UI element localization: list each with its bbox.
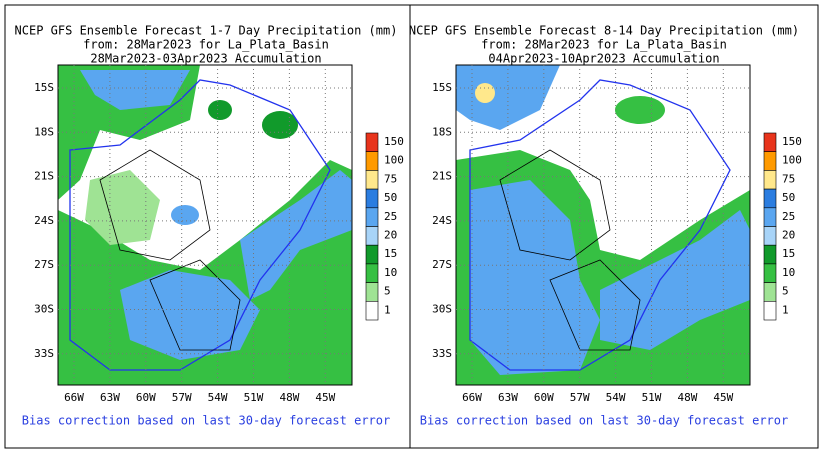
colorbar-swatch (365, 188, 379, 209)
colorbar-swatch (365, 300, 379, 321)
map-1 (58, 65, 352, 385)
colorbar-swatch (763, 151, 777, 171)
lat-label: 33S (432, 347, 452, 360)
lon-label: 66W (64, 391, 84, 404)
colorbar-swatch (365, 226, 379, 246)
colorbar-label: 25 (782, 210, 795, 223)
colorbar-swatch (763, 300, 777, 321)
lon-label: 48W (677, 391, 697, 404)
colorbar-swatch (763, 132, 777, 153)
lat-label: 21S (34, 170, 54, 183)
lon-label: 60W (534, 391, 554, 404)
panel-title: NCEP GFS Ensemble Forecast 8-14 Day Prec… (409, 24, 799, 38)
lat-label: 15S (34, 81, 54, 94)
colorbar-label: 100 (782, 154, 802, 167)
lat-label: 18S (34, 125, 54, 138)
lon-label: 66W (462, 391, 482, 404)
lat-label: 15S (432, 81, 452, 94)
lon-label: 48W (279, 391, 299, 404)
colorbar-label: 20 (782, 229, 795, 242)
colorbar-label: 50 (384, 191, 397, 204)
lon-label: 54W (606, 391, 626, 404)
colorbar-label: 100 (384, 154, 404, 167)
colorbar-label: 5 (782, 285, 789, 298)
colorbar-label: 10 (384, 266, 397, 279)
colorbar-label: 10 (782, 266, 795, 279)
colorbar-swatch (763, 226, 777, 246)
lon-label: 51W (642, 391, 662, 404)
lat-label: 27S (432, 258, 452, 271)
panel-title: NCEP GFS Ensemble Forecast 1-7 Day Preci… (15, 24, 398, 38)
colorbar-label: 20 (384, 229, 397, 242)
colorbar-swatch (763, 207, 777, 227)
colorbar-swatch (365, 207, 379, 227)
lon-label: 51W (244, 391, 264, 404)
colorbar-label: 150 (384, 135, 404, 148)
lon-label: 63W (498, 391, 518, 404)
colorbar-label: 150 (782, 135, 802, 148)
lat-label: 21S (432, 170, 452, 183)
map-border (57, 64, 353, 386)
colorbar-swatch (365, 244, 379, 265)
lon-label: 57W (172, 391, 192, 404)
lon-label: 45W (713, 391, 733, 404)
lat-label: 24S (34, 214, 54, 227)
colorbar-label: 50 (782, 191, 795, 204)
lat-label: 30S (34, 303, 54, 316)
colorbar-label: 15 (782, 247, 795, 260)
colorbar-swatch (365, 170, 379, 190)
lon-label: 54W (208, 391, 228, 404)
colorbar-swatch (763, 263, 777, 283)
lon-label: 45W (315, 391, 335, 404)
footer-note: Bias correction based on last 30-day for… (22, 414, 390, 428)
panel-title: from: 28Mar2023 for La_Plata_Basin (481, 38, 727, 52)
colorbar-swatch (763, 282, 777, 302)
colorbar-label: 15 (384, 247, 397, 260)
colorbar-label: 1 (782, 303, 789, 316)
frame (4, 4, 819, 449)
lat-label: 33S (34, 347, 54, 360)
colorbar-label: 1 (384, 303, 391, 316)
colorbar-label: 5 (384, 285, 391, 298)
panel-title: 28Mar2023-03Apr2023 Accumulation (90, 52, 321, 66)
lat-label: 30S (432, 303, 452, 316)
colorbar-swatch (365, 282, 379, 302)
colorbar-swatch (763, 188, 777, 209)
colorbar-label: 75 (782, 172, 795, 185)
colorbar-swatch (365, 132, 379, 153)
colorbar-swatch (763, 170, 777, 190)
colorbar-label: 25 (384, 210, 397, 223)
lat-label: 27S (34, 258, 54, 271)
colorbar-swatch (365, 151, 379, 171)
lon-label: 57W (570, 391, 590, 404)
map-2 (456, 65, 750, 385)
lat-label: 24S (432, 214, 452, 227)
lon-label: 60W (136, 391, 156, 404)
lon-label: 63W (100, 391, 120, 404)
lat-label: 18S (432, 125, 452, 138)
panel-title: from: 28Mar2023 for La_Plata_Basin (83, 38, 329, 52)
colorbar-label: 75 (384, 172, 397, 185)
colorbar-swatch (365, 263, 379, 283)
map-border (455, 64, 751, 386)
footer-note: Bias correction based on last 30-day for… (420, 414, 788, 428)
panel-title: 04Apr2023-10Apr2023 Accumulation (488, 52, 719, 66)
colorbar-swatch (763, 244, 777, 265)
